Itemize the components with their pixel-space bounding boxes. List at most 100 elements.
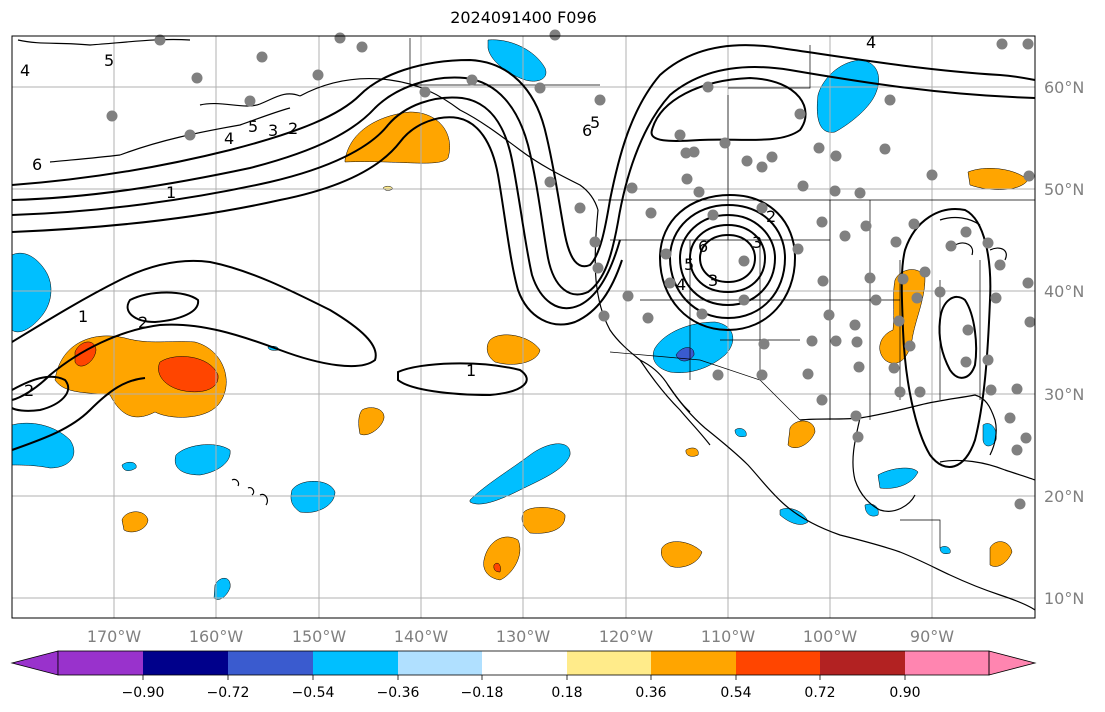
station-marker — [850, 410, 862, 422]
station-marker — [642, 312, 654, 324]
colorbar-segment — [567, 651, 651, 675]
colorbar-extend-high — [988, 650, 1037, 676]
station-marker — [756, 161, 768, 173]
station-marker — [334, 32, 346, 44]
lon-label: 130°W — [496, 627, 551, 646]
positive-anomaly-region — [344, 111, 450, 164]
station-marker — [994, 259, 1006, 271]
station-marker — [908, 218, 920, 230]
station-marker — [829, 185, 841, 197]
station-markers — [106, 29, 1036, 510]
lon-label: 120°W — [599, 627, 654, 646]
station-marker — [926, 169, 938, 181]
contour-line — [938, 295, 978, 379]
alaska-coast — [17, 38, 599, 211]
station-marker — [702, 81, 714, 93]
negative-anomaly-region — [734, 428, 747, 437]
station-marker — [982, 354, 994, 366]
station-marker — [738, 255, 750, 267]
contour-label: 5 — [590, 113, 600, 132]
colorbar-segment — [482, 651, 567, 675]
negative-anomaly-region — [213, 578, 231, 600]
negative-anomaly-region — [290, 481, 336, 513]
station-marker — [1020, 432, 1032, 444]
contour-line — [11, 377, 146, 451]
negative-anomaly-region — [121, 461, 137, 471]
negative-anomaly-region — [982, 423, 997, 447]
station-marker — [1011, 383, 1023, 395]
station-marker — [594, 94, 606, 106]
station-marker — [854, 187, 866, 199]
station-marker — [256, 51, 268, 63]
station-marker — [1014, 498, 1026, 510]
station-marker — [794, 108, 806, 120]
lon-label: 160°W — [189, 627, 244, 646]
lon-label: 170°W — [87, 627, 142, 646]
station-marker — [466, 74, 478, 86]
station-marker — [1011, 444, 1023, 456]
station-marker — [852, 431, 864, 443]
station-marker — [707, 209, 719, 221]
negative-anomaly-region — [939, 546, 951, 555]
contour-line — [11, 44, 1036, 268]
station-marker — [853, 361, 865, 373]
contour-line — [678, 213, 777, 307]
contour-label: 3 — [268, 121, 278, 140]
station-marker — [645, 207, 657, 219]
station-marker — [839, 230, 851, 242]
station-marker — [738, 294, 750, 306]
lat-label: 30°N — [1044, 385, 1084, 404]
station-marker — [792, 243, 804, 255]
station-marker — [766, 151, 778, 163]
contour-label: 6 — [582, 121, 592, 140]
colorbar-tick-label: −0.18 — [461, 685, 504, 701]
latitude-labels: 60°N 50°N 40°N 30°N 20°N 10°N — [1044, 78, 1084, 608]
north-america-west-coast — [594, 209, 1036, 611]
station-marker — [870, 294, 882, 306]
station-marker — [756, 202, 768, 214]
contour-line — [126, 291, 200, 324]
colorbar-tick-label: 0.18 — [551, 685, 582, 701]
station-marker — [622, 290, 634, 302]
positive-anomaly-region — [787, 420, 816, 448]
contour-label: 2 — [24, 381, 34, 400]
colorbar-tick-label: −0.36 — [377, 685, 420, 701]
station-marker — [544, 176, 556, 188]
map-title: 2024091400 F096 — [450, 8, 597, 27]
contour-label: 6 — [32, 155, 42, 174]
colorbar-extend-low — [10, 650, 59, 676]
station-marker — [894, 386, 906, 398]
contour-label: 5 — [104, 51, 114, 70]
cuba — [939, 459, 1036, 481]
positive-anomaly-region — [486, 334, 541, 365]
negative-anomaly-region — [11, 252, 52, 333]
station-marker — [884, 94, 896, 106]
contour-label: 4 — [20, 61, 30, 80]
station-marker — [589, 236, 601, 248]
colorbar-segment — [736, 651, 820, 675]
strong-positive-region — [158, 356, 219, 393]
station-marker — [1023, 170, 1035, 182]
contour-line — [11, 375, 70, 412]
station-marker — [356, 41, 368, 53]
station-marker — [851, 336, 863, 348]
station-marker — [312, 69, 324, 81]
contour-label: 3 — [752, 233, 762, 252]
station-marker — [191, 72, 203, 84]
station-marker — [756, 369, 768, 381]
colorbar-tick-label: 0.90 — [889, 685, 920, 701]
lon-label: 110°W — [701, 627, 756, 646]
contour-line — [698, 233, 757, 284]
station-marker — [860, 220, 872, 232]
station-marker — [674, 129, 686, 141]
station-marker — [864, 272, 876, 284]
station-marker — [681, 173, 693, 185]
station-marker — [154, 34, 166, 46]
positive-anomaly-region — [661, 541, 703, 568]
station-marker — [758, 338, 770, 350]
station-marker — [960, 226, 972, 238]
contour-line — [688, 223, 767, 294]
colorbar-segment — [398, 651, 482, 675]
lon-label: 140°W — [394, 627, 449, 646]
